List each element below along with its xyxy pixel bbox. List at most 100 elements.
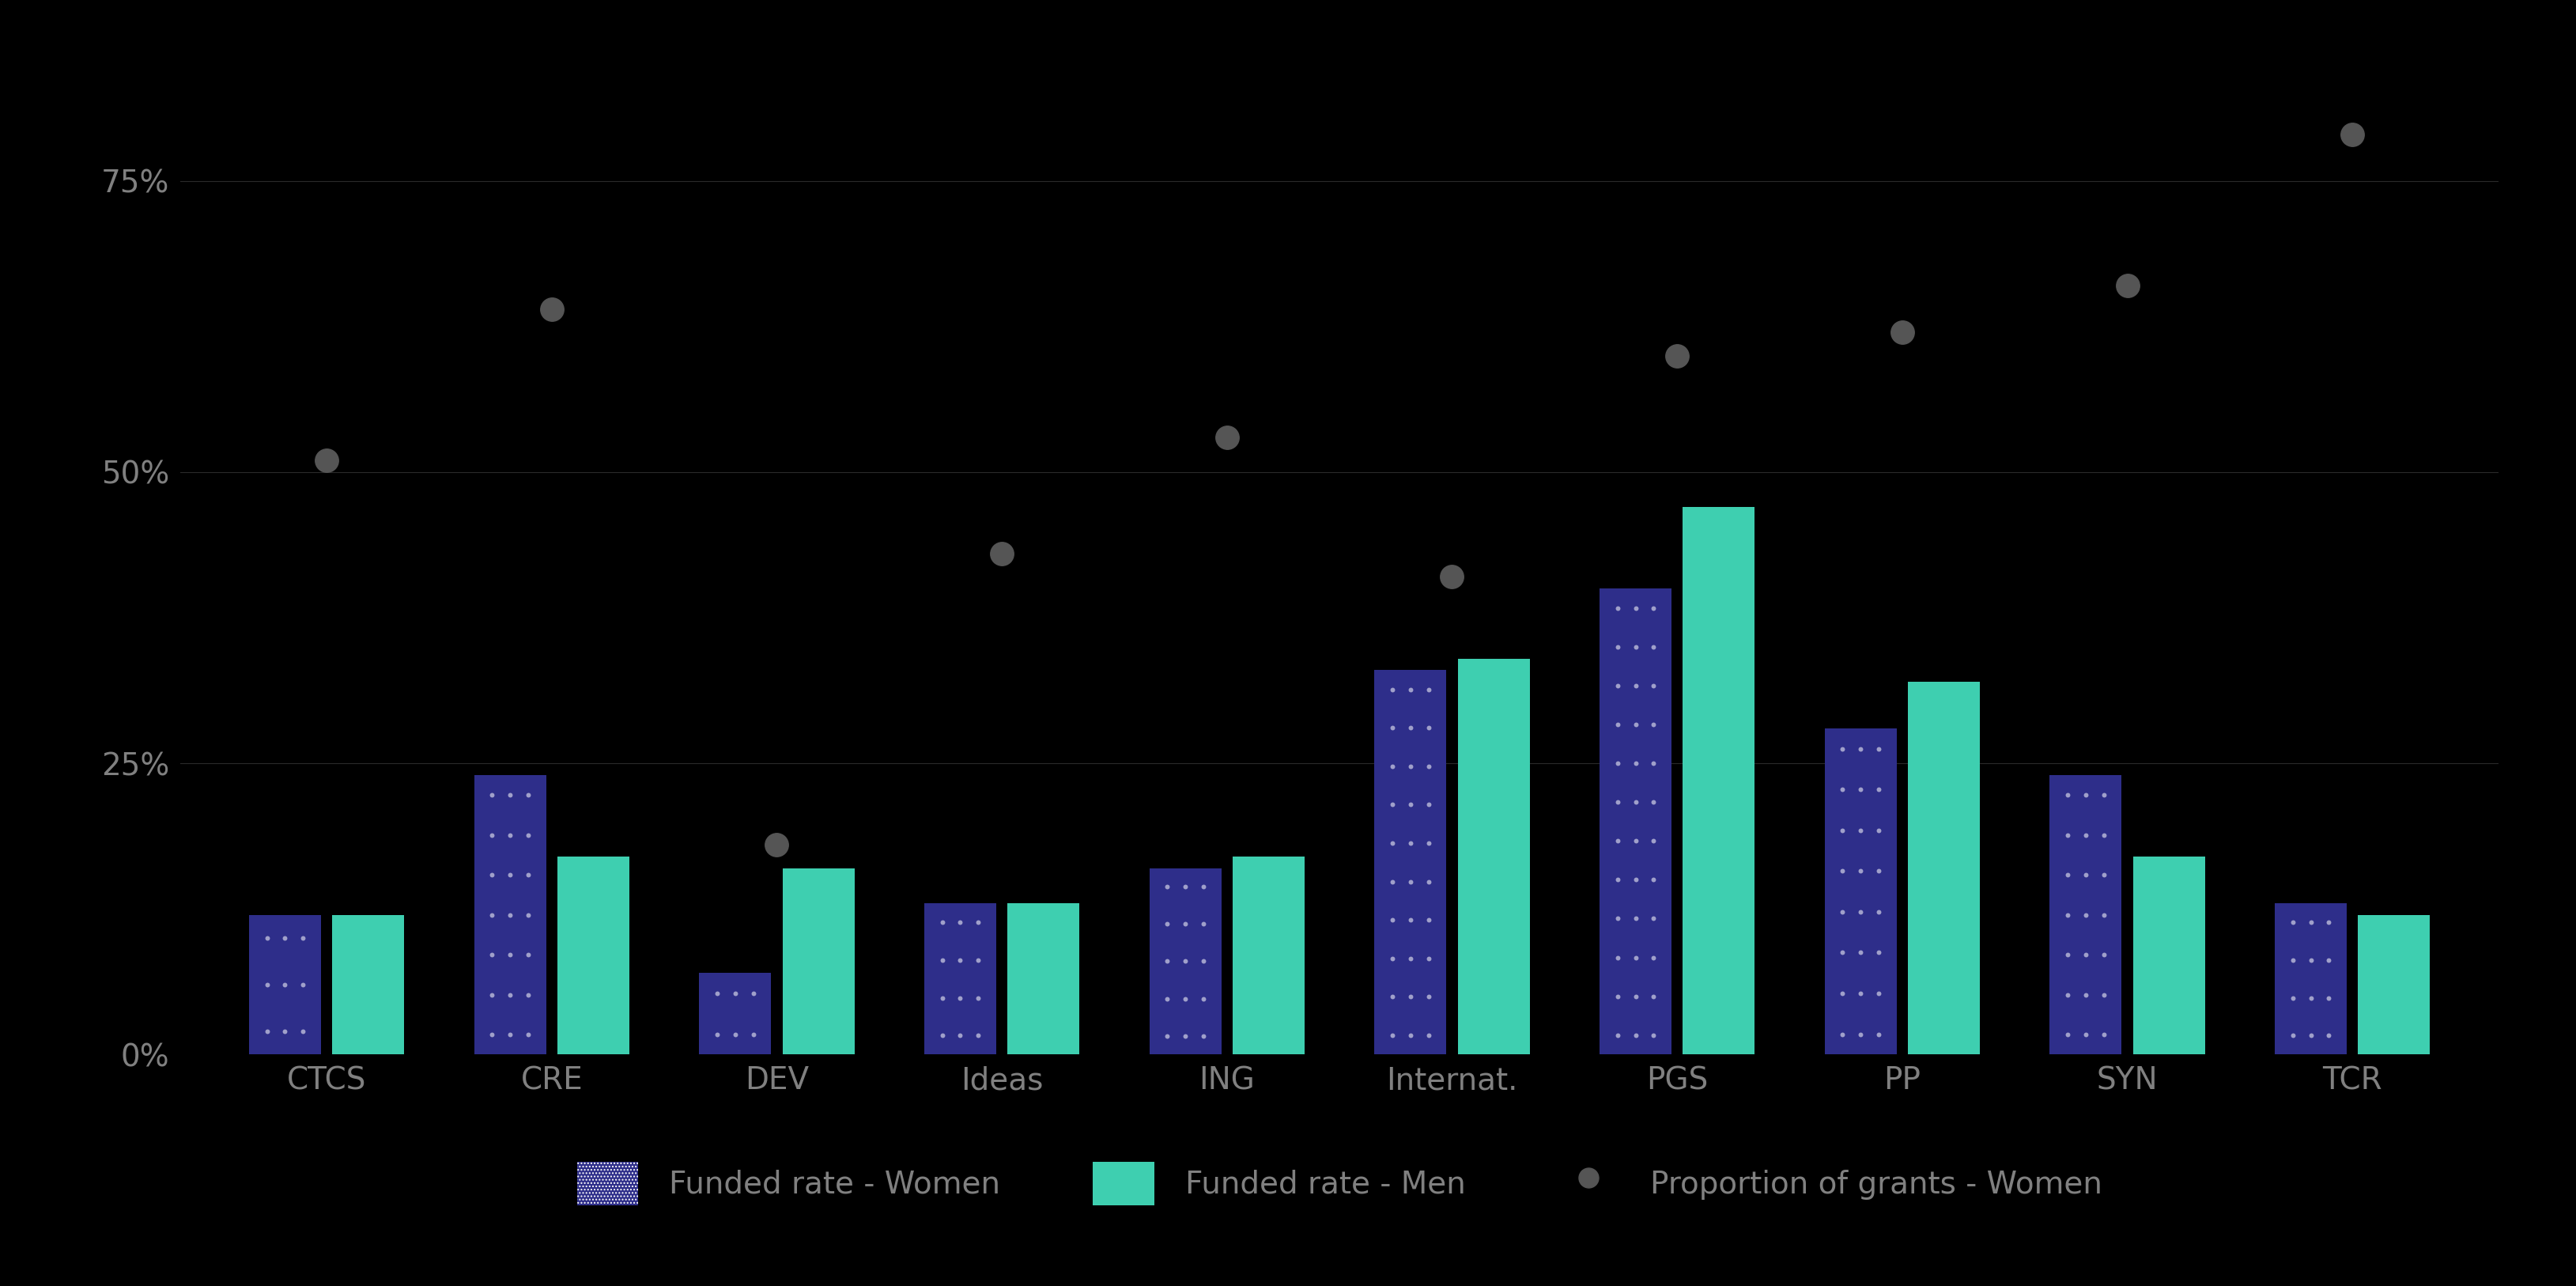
Point (1615, 792, 1656, 813)
Point (471, 1024, 513, 1044)
Bar (1376, 670, 1448, 1055)
Point (1409, 679, 1450, 700)
Point (1391, 1025, 1432, 1046)
Point (471, 944, 513, 964)
Point (1857, 1024, 1899, 1044)
Point (757, 835, 799, 855)
Point (1597, 675, 1638, 696)
Point (2084, 824, 2125, 845)
Point (1373, 718, 1414, 738)
Point (1597, 948, 1638, 968)
Point (507, 1024, 549, 1044)
Point (471, 824, 513, 845)
Point (2308, 912, 2349, 932)
Bar (925, 903, 997, 1055)
Point (1391, 756, 1432, 777)
Point (714, 1024, 755, 1044)
Point (1615, 1025, 1656, 1046)
Point (1432, 567, 1473, 588)
Point (489, 864, 531, 885)
Point (1164, 989, 1206, 1010)
Bar (1682, 507, 1754, 1055)
Point (1409, 756, 1450, 777)
Point (247, 927, 289, 948)
Point (1633, 908, 1674, 928)
Point (1615, 908, 1656, 928)
Point (1146, 877, 1188, 898)
Point (507, 904, 549, 925)
Point (1839, 820, 1880, 841)
Point (1633, 714, 1674, 734)
Point (1373, 871, 1414, 891)
Point (958, 988, 999, 1008)
Bar (474, 775, 546, 1055)
Point (1182, 989, 1224, 1010)
Point (1857, 983, 1899, 1003)
Point (1857, 779, 1899, 800)
Point (2290, 1025, 2331, 1046)
Legend: Funded rate - Women, Funded rate - Men, Proportion of grants - Women: Funded rate - Women, Funded rate - Men, … (564, 1150, 2115, 1218)
Point (1597, 831, 1638, 851)
Point (1206, 427, 1247, 448)
Point (1373, 679, 1414, 700)
Bar (556, 856, 629, 1055)
Point (922, 912, 963, 932)
Point (1597, 908, 1638, 928)
Point (1597, 637, 1638, 657)
Point (1146, 914, 1188, 935)
Point (2066, 944, 2107, 964)
Point (1146, 989, 1188, 1010)
Point (489, 784, 531, 805)
Point (1409, 1025, 1450, 1046)
Point (1839, 983, 1880, 1003)
Point (247, 975, 289, 995)
Point (1164, 1026, 1206, 1047)
Point (1597, 792, 1638, 813)
Point (1857, 943, 1899, 963)
Point (1391, 986, 1432, 1007)
Point (1821, 901, 1862, 922)
Point (471, 984, 513, 1004)
Point (2308, 988, 2349, 1008)
Point (1839, 860, 1880, 881)
Point (1633, 986, 1674, 1007)
Point (307, 450, 348, 471)
Point (1615, 986, 1656, 1007)
Point (2107, 275, 2148, 296)
Point (471, 784, 513, 805)
Point (2272, 1025, 2313, 1046)
Point (2084, 984, 2125, 1004)
Point (922, 988, 963, 1008)
Point (940, 1025, 981, 1046)
Point (1633, 792, 1674, 813)
Point (1409, 795, 1450, 815)
Point (2272, 988, 2313, 1008)
Point (283, 975, 325, 995)
Point (507, 984, 549, 1004)
Point (489, 944, 531, 964)
Point (489, 824, 531, 845)
Bar (1824, 728, 1896, 1055)
Point (2066, 784, 2107, 805)
Bar (698, 974, 770, 1055)
Point (1182, 1026, 1224, 1047)
Point (1182, 914, 1224, 935)
Point (2084, 944, 2125, 964)
Point (1615, 675, 1656, 696)
Point (2290, 912, 2331, 932)
Point (1656, 345, 1698, 365)
Bar (1007, 903, 1079, 1055)
Point (1857, 901, 1899, 922)
Point (1373, 909, 1414, 930)
Point (2084, 904, 2125, 925)
Bar (1600, 589, 1672, 1055)
Point (1633, 754, 1674, 774)
Point (1880, 322, 1922, 342)
Bar (2357, 914, 2429, 1055)
Point (1615, 637, 1656, 657)
Point (1391, 718, 1432, 738)
Point (2066, 1024, 2107, 1044)
Point (1409, 871, 1450, 891)
Point (1597, 754, 1638, 774)
Point (1615, 598, 1656, 619)
